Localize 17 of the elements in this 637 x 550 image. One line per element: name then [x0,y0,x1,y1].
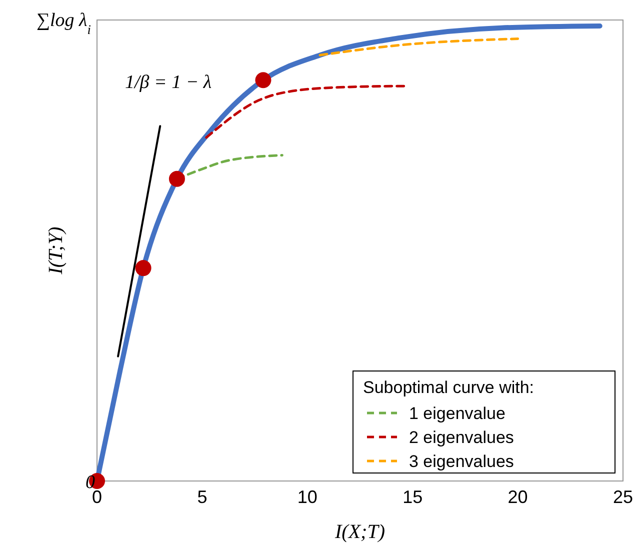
y-axis-title: I(T;Y) [45,226,67,276]
x-tick-label: 25 [612,487,634,507]
x-tick-label: 20 [508,487,528,507]
legend-title: Suboptimal curve with: [363,378,534,397]
annotation: 1/β = 1 − λ [125,72,212,93]
x-tick-label: 0 [92,487,102,507]
x-tick-label: 5 [197,487,208,507]
x-tick-label: 15 [402,487,423,507]
legend-label: 1 eigenvalue [409,404,506,423]
legend-label: 3 eigenvalues [409,452,514,471]
legend-label: 2 eigenvalues [409,428,514,447]
x-axis-title: I(X;T) [334,521,386,543]
point [135,260,152,276]
point [255,72,272,88]
point [168,170,185,187]
x-tick-label: 10 [297,487,318,507]
text: ∑log λ$_{i}$ [36,10,92,36]
